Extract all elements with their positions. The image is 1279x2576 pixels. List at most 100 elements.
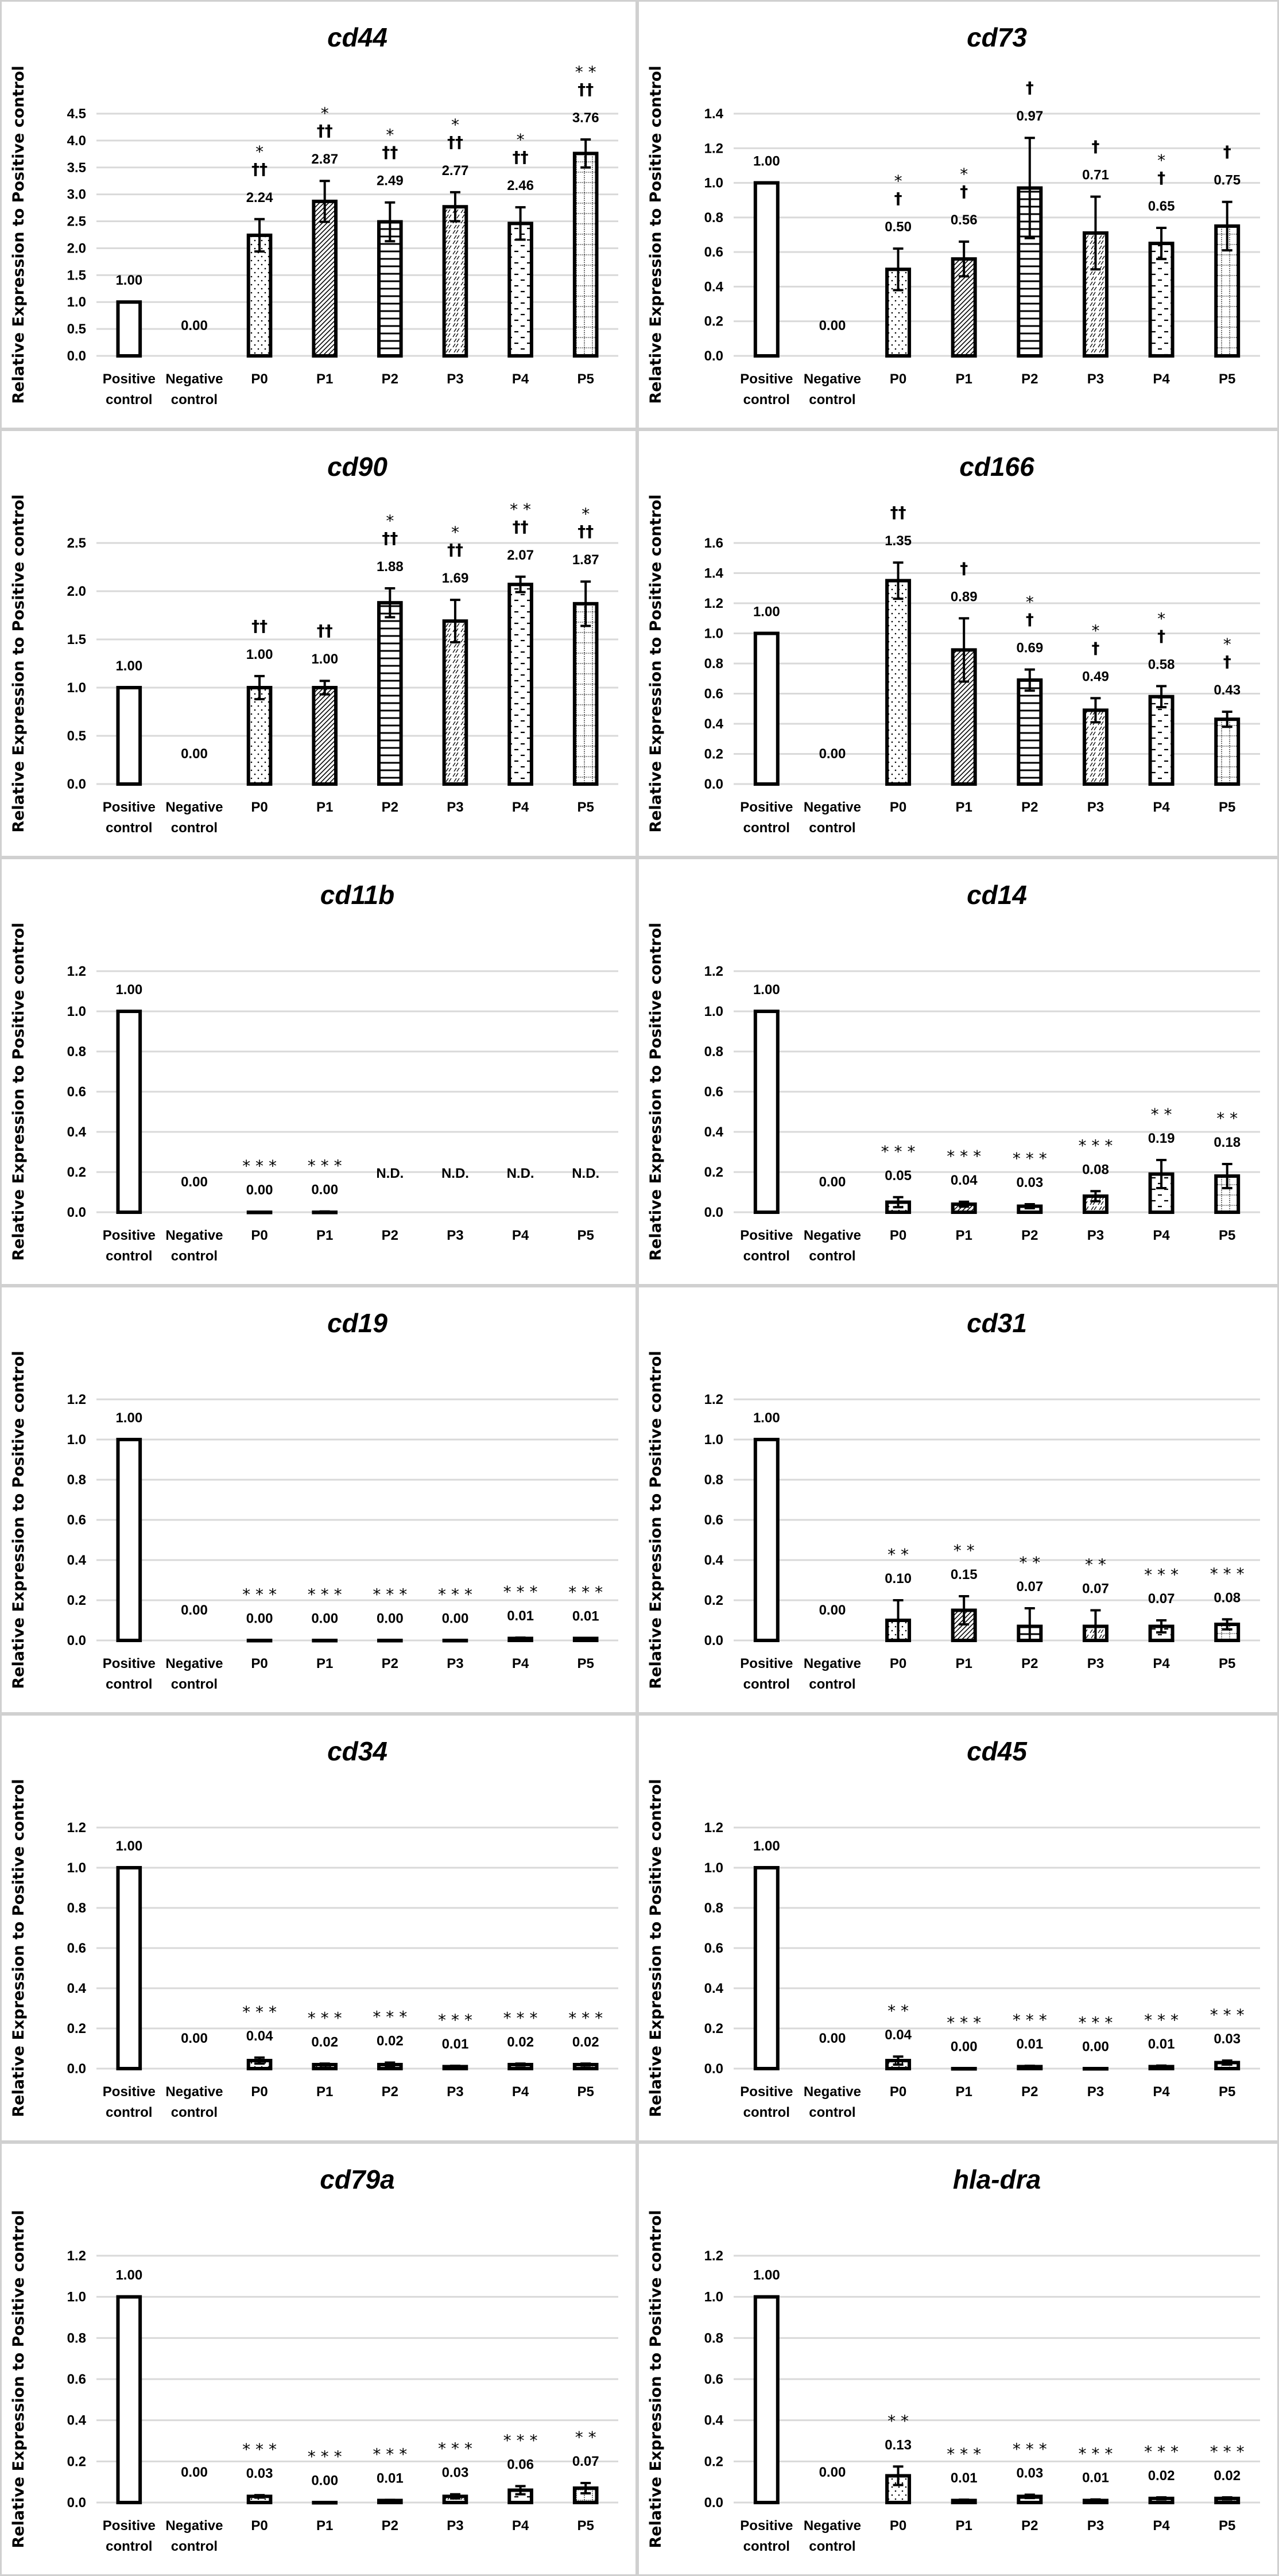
value-label: 0.07: [572, 2454, 599, 2469]
chart-svg: cd166 Relative Expression to Positive con…: [647, 452, 1260, 836]
significance-annotation: * * *: [1013, 1149, 1047, 1168]
error-bar: [893, 1196, 904, 1209]
value-label: 1.00: [115, 658, 142, 674]
significance-annotation: * *: [887, 2001, 909, 2020]
bar: [753, 1866, 780, 2070]
value-label: 0.89: [951, 589, 978, 604]
value-label: 0.50: [885, 219, 912, 235]
bar: [753, 1438, 780, 1642]
x-tick-label: P0: [890, 371, 906, 387]
significance-annotation: *: [1223, 635, 1231, 654]
y-tick-label: 0.0: [704, 777, 723, 792]
significance-annotation: * * *: [373, 2445, 407, 2464]
error-bar: [1156, 226, 1167, 261]
bar-group: 0.19 * *: [1148, 1105, 1175, 1214]
y-axis-label: Relative Expression to Positive control: [10, 494, 28, 832]
x-tick-label: Negative: [804, 1228, 861, 1243]
bar-group: 0.08 * * *: [1210, 1564, 1245, 1642]
bar-group: N.D.: [376, 1166, 404, 1181]
y-axis-label: Relative Expression to Positive control: [10, 1779, 28, 2117]
x-tick-label: control: [809, 820, 855, 836]
error-bar: [580, 138, 591, 169]
x-tick-label: P4: [1153, 2518, 1170, 2534]
y-tick-label: 0.2: [704, 2454, 723, 2469]
value-label: 1.00: [115, 2268, 142, 2283]
chart-title: cd19: [327, 1308, 387, 1338]
error-bar: [580, 580, 591, 627]
bar-group: 1.35 ††: [885, 503, 912, 786]
x-tick-label: P3: [1087, 2518, 1104, 2534]
significance-annotation: *: [451, 115, 459, 134]
significance-annotation: * *: [887, 1545, 909, 1564]
error-bar: [515, 1636, 526, 1640]
error-bar: [1222, 2059, 1233, 2066]
bar-group: 0.02 * * *: [308, 2008, 342, 2070]
x-tick-label: Negative: [804, 1656, 861, 1671]
x-tick-label: P3: [1087, 1656, 1104, 1671]
bar: [442, 619, 468, 786]
significance-annotation: * * *: [1079, 1136, 1113, 1155]
significance-annotation: * * *: [947, 2445, 981, 2464]
y-tick-label: 1.0: [704, 1004, 723, 1019]
x-tick-label: Negative: [804, 2518, 861, 2534]
bar-group: 1.00 ††: [311, 621, 338, 786]
value-label: 0.75: [1214, 173, 1241, 188]
bar: [312, 199, 338, 358]
bar-group: N.D.: [507, 1166, 534, 1181]
y-tick-label: 0.4: [67, 1124, 87, 1140]
bar: [572, 602, 599, 786]
dagger-annotation: †: [1157, 168, 1165, 187]
bar-group: 1.00: [115, 982, 142, 1214]
chart-svg: cd79a Relative Expression to Positive con…: [10, 2164, 618, 2554]
y-tick-label: 2.5: [67, 214, 86, 230]
significance-annotation: * *: [575, 2428, 596, 2447]
bar-group: 0.07 * *: [1082, 1555, 1109, 1642]
value-label: 0.01: [572, 1608, 599, 1624]
value-label: 1.00: [753, 1838, 780, 1854]
value-label: 0.01: [1148, 2036, 1175, 2052]
x-tick-label: P1: [956, 371, 972, 387]
error-bar: [515, 2062, 526, 2067]
bar: [753, 181, 780, 358]
y-tick-label: 0.4: [704, 716, 724, 732]
y-tick-label: 0.8: [704, 656, 723, 672]
x-tick-label: control: [171, 392, 218, 408]
value-label: 0.00: [181, 2031, 208, 2046]
value-label: 0.02: [311, 2034, 338, 2050]
bar-group: 0.00: [181, 2465, 208, 2480]
error-bar: [254, 674, 265, 701]
bar-group: 2.87 ††*: [311, 104, 338, 358]
y-tick-label: 1.0: [67, 1860, 86, 1876]
y-tick-label: 1.0: [67, 2290, 86, 2305]
y-tick-label: 1.6: [704, 536, 723, 551]
dagger-annotation: ††: [578, 522, 594, 541]
x-tick-label: P3: [447, 2518, 463, 2534]
value-label: 0.18: [1214, 1135, 1241, 1150]
dagger-annotation: †: [1223, 142, 1231, 161]
significance-annotation: *: [1091, 621, 1099, 640]
significance-annotation: * *: [1151, 1105, 1172, 1124]
y-tick-label: 1.0: [704, 176, 723, 191]
chart-svg: cd11b Relative Expression to Positive con…: [10, 880, 618, 1264]
value-label: 0.00: [377, 1611, 404, 1626]
x-tick-label: Negative: [165, 371, 223, 387]
value-label: 1.87: [572, 552, 599, 568]
value-label: 0.71: [1082, 168, 1109, 183]
significance-annotation: * * *: [373, 1585, 407, 1604]
value-label: 0.10: [885, 1571, 912, 1586]
value-label: 0.08: [1082, 1162, 1109, 1177]
bar-group: 0.03 * * *: [1210, 2005, 1245, 2070]
error-bar: [515, 2485, 526, 2496]
significance-annotation: * * *: [1210, 1564, 1245, 1583]
x-tick-label: P3: [447, 1228, 463, 1243]
chart-panel-cd45: cd45 Relative Expression to Positive cont…: [637, 1714, 1279, 2142]
y-tick-label: 1.0: [704, 626, 723, 642]
bar-group: 0.03 * * *: [1013, 1149, 1047, 1214]
error-bar: [959, 240, 970, 278]
error-bar: [893, 2055, 904, 2066]
x-tick-label: control: [743, 2539, 790, 2554]
y-tick-label: 1.0: [704, 2290, 723, 2305]
y-tick-label: 1.0: [67, 1432, 86, 1448]
error-bar: [893, 1599, 904, 1642]
significance-annotation: *: [321, 104, 329, 123]
